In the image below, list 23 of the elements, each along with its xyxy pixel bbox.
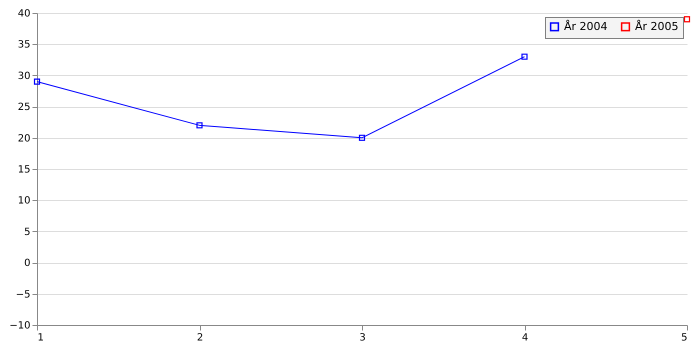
y-tick-label: 15: [18, 164, 30, 176]
point: [358, 134, 366, 141]
point: [196, 122, 203, 128]
y-tick-label: 40: [18, 8, 30, 20]
y-tick-label: 25: [18, 102, 30, 114]
y-tick-label: 5: [24, 226, 30, 238]
y-tick-label: 0: [24, 258, 30, 270]
y-tick-label: 10: [18, 196, 30, 207]
legend-label: År 2004: [564, 18, 608, 33]
x-tick-label: 1: [38, 332, 44, 344]
x-tick-label: 4: [522, 332, 528, 344]
y-tick-label: −5: [16, 289, 30, 300]
x-tick-label: 3: [359, 332, 366, 344]
point: [34, 78, 40, 85]
y-tick-label: 35: [18, 40, 30, 51]
x-tick-label: 2: [196, 332, 204, 344]
point: [521, 54, 528, 60]
y-tick-label: 30: [18, 70, 30, 82]
x-tick-label: 5: [681, 332, 688, 344]
point: [684, 16, 690, 22]
y-tick-label: −10: [9, 320, 30, 332]
y-tick-label: 20: [18, 133, 30, 144]
legend-label: År 2005: [635, 18, 679, 33]
